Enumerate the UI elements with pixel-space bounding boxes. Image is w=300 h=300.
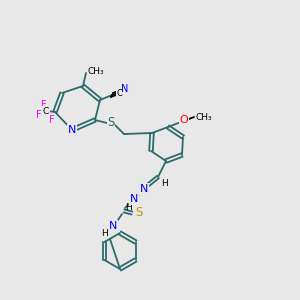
Text: O: O — [180, 115, 188, 125]
Text: F: F — [41, 100, 47, 110]
Text: N: N — [130, 194, 138, 204]
Text: N: N — [68, 125, 76, 135]
Text: F: F — [49, 115, 55, 125]
Text: N: N — [140, 184, 148, 194]
Text: N: N — [109, 221, 117, 231]
Text: C: C — [116, 88, 122, 98]
Text: F: F — [36, 110, 42, 120]
Text: C: C — [43, 106, 49, 116]
Text: N: N — [121, 84, 129, 94]
Text: S: S — [107, 116, 115, 130]
Text: H: H — [100, 229, 107, 238]
Text: CH₃: CH₃ — [88, 67, 105, 76]
Text: H: H — [126, 202, 132, 211]
Text: S: S — [135, 206, 143, 220]
Text: CH₃: CH₃ — [196, 112, 213, 122]
Text: H: H — [160, 179, 167, 188]
